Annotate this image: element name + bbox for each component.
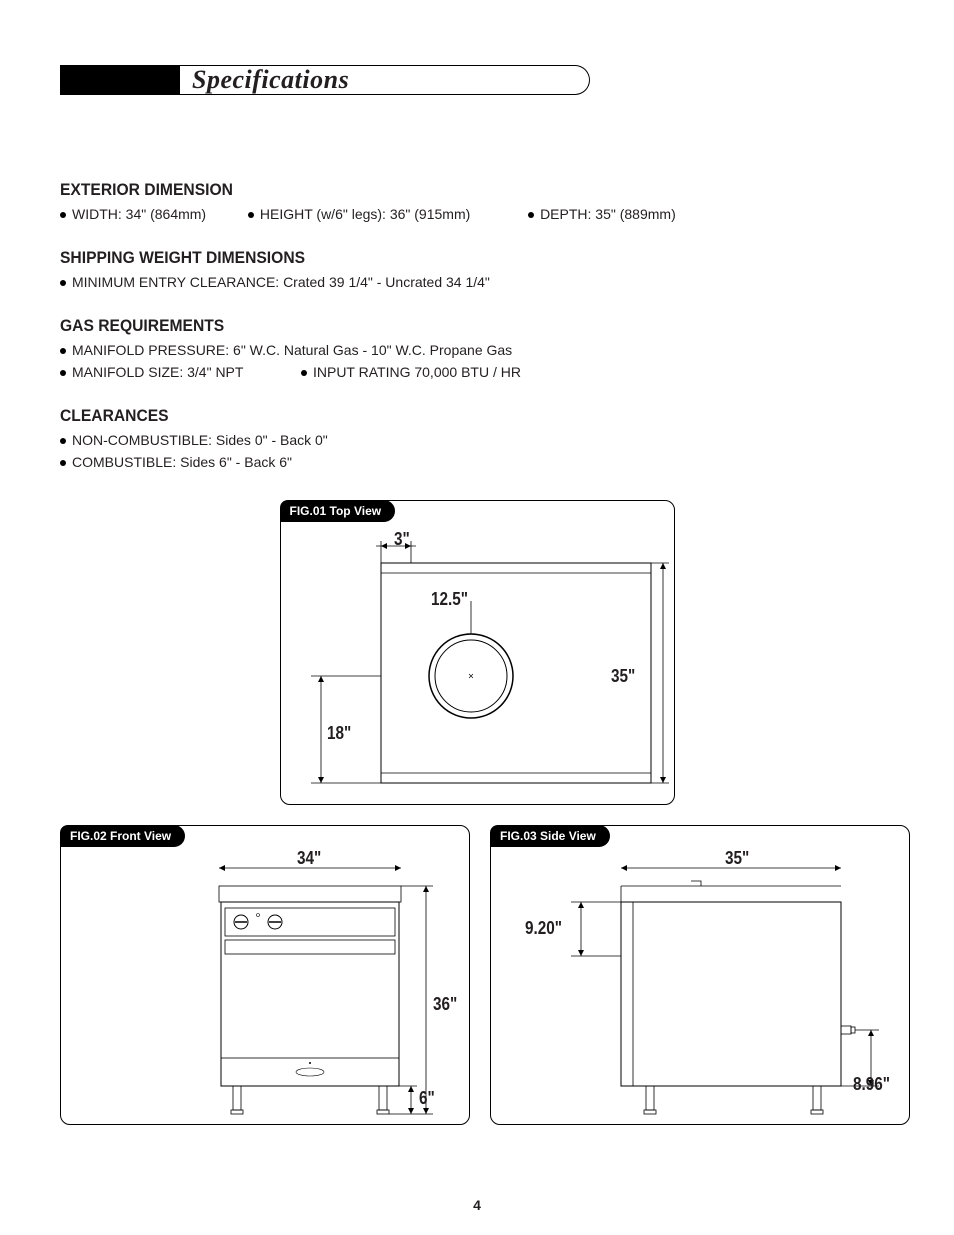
fig02-label: FIG.02 Front View: [60, 825, 185, 847]
comb-spec: COMBUSTIBLE: Sides 6" - Back 6": [72, 454, 292, 470]
height-spec: HEIGHT (w/6" legs): 36" (915mm): [260, 206, 470, 222]
shipping-clearance: MINIMUM ENTRY CLEARANCE: Crated 39 1/4" …: [72, 274, 490, 290]
figure-row-top: FIG.01 Top View: [60, 500, 894, 805]
fig-top-view: FIG.01 Top View: [280, 500, 675, 805]
dim-18: 18": [327, 723, 351, 744]
shipping-block: SHIPPING WEIGHT DIMENSIONS MINIMUM ENTRY…: [60, 248, 894, 290]
bullet-icon: [301, 370, 307, 376]
exterior-dimension-block: EXTERIOR DIMENSION WIDTH: 34" (864mm) HE…: [60, 180, 894, 222]
dim-35b: 35": [725, 848, 749, 869]
dim-34: 34": [297, 848, 321, 869]
gas-title: GAS REQUIREMENTS: [60, 316, 827, 336]
exterior-title: EXTERIOR DIMENSION: [60, 180, 827, 200]
fig03-label: FIG.03 Side View: [490, 825, 610, 847]
header-pill: Specifications: [180, 65, 590, 95]
dim-3: 3": [394, 529, 410, 550]
bullet-icon: [60, 370, 66, 376]
dim-35: 35": [611, 666, 635, 687]
gas-rating: INPUT RATING 70,000 BTU / HR: [313, 364, 521, 380]
gas-pressure-row: MANIFOLD PRESSURE: 6" W.C. Natural Gas -…: [60, 342, 894, 358]
clearances-block: CLEARANCES NON-COMBUSTIBLE: Sides 0" - B…: [60, 406, 894, 470]
exterior-values: WIDTH: 34" (864mm) HEIGHT (w/6" legs): 3…: [60, 206, 894, 222]
shipping-row: MINIMUM ENTRY CLEARANCE: Crated 39 1/4" …: [60, 274, 894, 290]
depth-spec: DEPTH: 35" (889mm): [540, 206, 676, 222]
bullet-icon: [248, 212, 254, 218]
width-spec: WIDTH: 34" (864mm): [72, 206, 206, 222]
front-view-diagram: [61, 826, 471, 1126]
clearances-title: CLEARANCES: [60, 406, 827, 426]
bullet-icon: [60, 280, 66, 286]
page: Specifications EXTERIOR DIMENSION WIDTH:…: [0, 0, 954, 1235]
dim-920: 9.20": [525, 918, 562, 939]
gas-size-row: MANIFOLD SIZE: 3/4" NPT INPUT RATING 70,…: [60, 364, 894, 380]
gas-size: MANIFOLD SIZE: 3/4" NPT: [72, 364, 243, 380]
side-view-diagram: [491, 826, 911, 1126]
header-band: Specifications: [60, 60, 894, 100]
page-number: 4: [0, 1197, 954, 1213]
dim-36: 36": [433, 994, 457, 1015]
noncomb-spec: NON-COMBUSTIBLE: Sides 0" - Back 0": [72, 432, 328, 448]
bullet-icon: [60, 438, 66, 444]
dim-6: 6": [419, 1088, 435, 1109]
bullet-icon: [528, 212, 534, 218]
dim-896: 8.96": [853, 1074, 890, 1095]
page-title: Specifications: [192, 65, 349, 95]
noncomb-row: NON-COMBUSTIBLE: Sides 0" - Back 0": [60, 432, 894, 448]
bullet-icon: [60, 348, 66, 354]
header-black-block: [60, 65, 180, 95]
gas-pressure: MANIFOLD PRESSURE: 6" W.C. Natural Gas -…: [72, 342, 512, 358]
top-view-diagram: [281, 501, 676, 806]
fig-front-view: FIG.02 Front View: [60, 825, 470, 1125]
gas-block: GAS REQUIREMENTS MANIFOLD PRESSURE: 6" W…: [60, 316, 894, 380]
dim-125: 12.5": [431, 589, 468, 610]
comb-row: COMBUSTIBLE: Sides 6" - Back 6": [60, 454, 894, 470]
fig01-label: FIG.01 Top View: [280, 500, 396, 522]
fig-side-view: FIG.03 Side View: [490, 825, 910, 1125]
bullet-icon: [60, 460, 66, 466]
shipping-title: SHIPPING WEIGHT DIMENSIONS: [60, 248, 827, 268]
figure-row-bottom: FIG.02 Front View: [60, 825, 894, 1125]
bullet-icon: [60, 212, 66, 218]
